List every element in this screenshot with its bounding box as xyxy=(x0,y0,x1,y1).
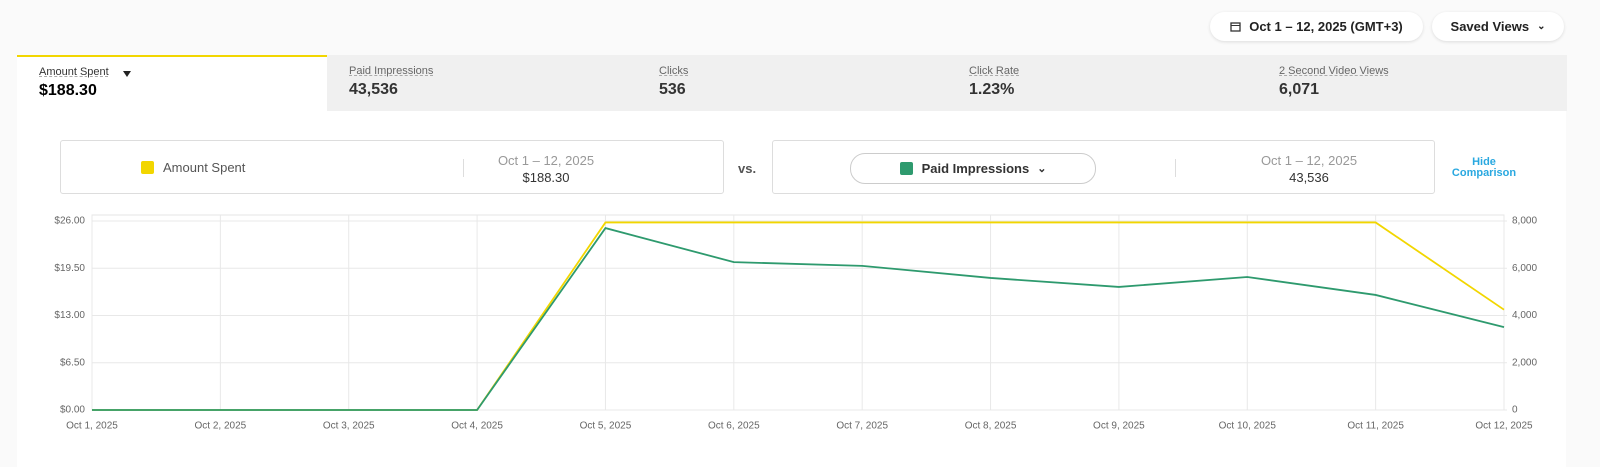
legend-swatch xyxy=(899,162,913,175)
metric-tab[interactable]: 2 Second Video Views 6,071 xyxy=(1257,55,1567,111)
range-text: Oct 1 – 12, 2025 xyxy=(1260,153,1358,168)
legend-label: Paid Impressions xyxy=(921,161,1030,176)
hide-comparison-link[interactable]: Hide Comparison xyxy=(1451,156,1517,179)
tab-label: Click Rate xyxy=(969,65,1020,77)
saved-views-text: Saved Views xyxy=(1450,19,1530,34)
metrics-panel: Amount Spent $188.30 Paid Impressions 43,53… xyxy=(17,55,1567,467)
metric-dropdown[interactable]: Paid Impressions ⌄ xyxy=(850,153,1096,184)
legend-label: Amount Spent xyxy=(163,160,246,175)
tab-value: 43,536 xyxy=(349,81,398,98)
tab-value: $188.30 xyxy=(39,82,97,99)
tab-value: 1.23% xyxy=(969,81,1015,98)
range-text: Oct 1 – 12, 2025 xyxy=(497,153,595,168)
tab-label: Clicks xyxy=(659,65,689,77)
chevron: ⌄ xyxy=(1537,21,1546,32)
range-value: 43,536 xyxy=(1289,170,1329,185)
metric-tab[interactable]: Click Rate 1.23% xyxy=(947,55,1257,111)
caret xyxy=(123,71,131,81)
tab-value: 536 xyxy=(659,81,686,98)
tab-label: 2 Second Video Views xyxy=(1279,65,1389,77)
range-value: $188.30 xyxy=(522,170,570,185)
saved-views-button[interactable]: Saved Views ⌄ xyxy=(1432,12,1564,41)
legend-swatch xyxy=(141,161,154,174)
tab-value: 6,071 xyxy=(1279,81,1320,98)
metric-tab[interactable]: Paid Impressions 43,536 xyxy=(327,55,637,111)
calendar-icon xyxy=(1230,22,1241,32)
date-range-button[interactable]: Oct 1 – 12, 2025 (GMT+3) xyxy=(1210,12,1423,41)
date-range-text: Oct 1 – 12, 2025 (GMT+3) xyxy=(1249,19,1403,34)
secondary-metric-box: Paid Impressions ⌄ Oct 1 – 12, 2025 43,536 xyxy=(772,140,1435,194)
tab-label: Amount Spent xyxy=(39,66,109,78)
vs-label: vs. xyxy=(738,161,757,176)
metric-tab[interactable]: Clicks 536 xyxy=(637,55,947,111)
metric-tab[interactable]: Amount Spent $188.30 xyxy=(17,55,327,111)
primary-metric-box: Amount Spent Oct 1 – 12, 2025 $188.30 xyxy=(60,140,724,194)
tab-label: Paid Impressions xyxy=(349,65,434,77)
